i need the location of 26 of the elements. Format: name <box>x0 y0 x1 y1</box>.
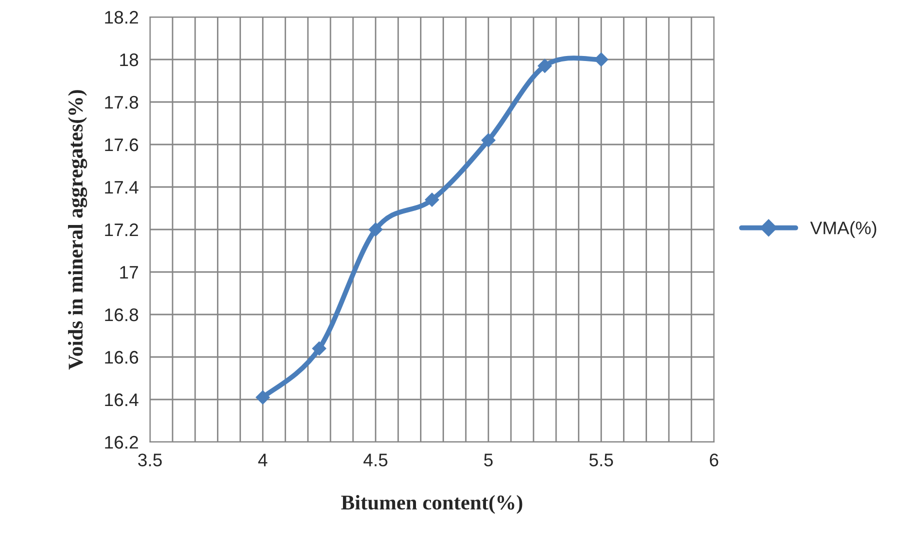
y-tick-label: 16.2 <box>105 436 138 449</box>
point <box>368 222 383 237</box>
x-axis-title: Bitumen content(%) <box>341 494 522 514</box>
point <box>312 341 326 356</box>
y-tick-label: 18 <box>120 53 138 66</box>
y-tick-label: 16.8 <box>105 308 138 322</box>
y-tick-label: 17 <box>120 266 138 279</box>
y-tick-label: 17.6 <box>105 138 138 152</box>
y-tick-label: 16.4 <box>105 393 138 406</box>
y-tick-label: 18.2 <box>105 10 138 24</box>
y-tick-label: 17.4 <box>105 181 138 194</box>
x-tick-label: 3.5 <box>138 454 162 466</box>
x-tick-label: 6 <box>710 454 718 466</box>
x-tick-label: 5 <box>484 454 493 466</box>
x-tick-label: 4.5 <box>363 454 388 466</box>
y-tick-label: 17.8 <box>105 96 138 109</box>
y-tick-label: 16.6 <box>105 350 138 364</box>
x-tick-label: 5.5 <box>589 454 613 466</box>
x-tick-label: 4 <box>258 454 268 466</box>
point <box>256 390 270 405</box>
point <box>424 192 440 208</box>
point <box>538 58 552 74</box>
y-tick-label: 17.2 <box>105 223 138 236</box>
y-axis-title: Voids in mineral aggregates(%) <box>68 90 88 370</box>
point <box>481 132 496 148</box>
legend-label: VMA(%) <box>810 221 876 238</box>
